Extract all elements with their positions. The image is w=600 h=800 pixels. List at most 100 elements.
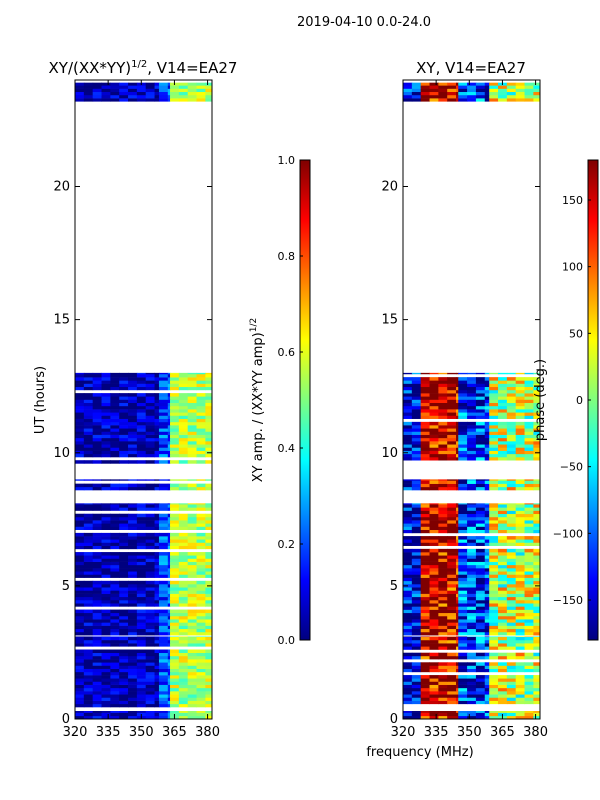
heatmap-cell <box>506 587 517 591</box>
heatmap-cell <box>489 552 499 556</box>
heatmap-cell <box>110 603 120 607</box>
heatmap-cell <box>458 98 468 102</box>
heatmap-cell <box>411 700 422 705</box>
heatmap-cell <box>128 655 138 660</box>
heatmap-cell <box>458 383 468 388</box>
heatmap-cell <box>411 372 422 375</box>
x-tick-label: 350 <box>129 725 154 740</box>
heatmap-cell <box>187 628 198 633</box>
heatmap-cell <box>170 615 180 620</box>
heatmap-cell <box>506 377 517 381</box>
heatmap-cell <box>438 609 448 614</box>
heatmap-cell <box>458 444 468 448</box>
heatmap-cell <box>447 681 457 685</box>
heatmap-cell <box>438 715 448 719</box>
heatmap-cell <box>75 425 85 429</box>
heatmap-cell <box>475 593 486 598</box>
heatmap-cell <box>187 715 198 719</box>
heatmap-cell <box>515 700 526 705</box>
heatmap-cell <box>411 434 422 439</box>
heatmap-cell <box>403 715 413 719</box>
heatmap-cell <box>489 450 499 455</box>
heatmap-cell <box>484 405 490 410</box>
heatmap-cell <box>154 513 160 518</box>
heatmap-cell <box>110 609 120 614</box>
heatmap-cell <box>110 711 120 713</box>
heatmap-cell <box>178 447 189 451</box>
heatmap-cell <box>75 545 85 550</box>
heatmap-cell <box>83 444 94 448</box>
heatmap-cell <box>489 574 499 578</box>
heatmap-cell <box>498 386 508 391</box>
heatmap-cell <box>110 393 120 397</box>
heatmap-cell <box>458 415 468 419</box>
heatmap-cell <box>438 700 448 705</box>
heatmap-cell <box>403 396 413 400</box>
heatmap-cell <box>167 405 171 410</box>
heatmap-cell <box>158 593 169 598</box>
heatmap-cell <box>154 418 160 423</box>
heatmap-cell <box>524 444 534 448</box>
heatmap-cell <box>154 460 160 464</box>
heatmap-cell <box>178 580 189 585</box>
heatmap-cell <box>205 675 212 679</box>
heatmap-cell <box>187 523 198 527</box>
heatmap-cell <box>498 434 508 439</box>
heatmap-cell <box>403 479 413 481</box>
heatmap-cell <box>158 684 169 689</box>
heatmap-cell <box>429 386 439 391</box>
heatmap-cell <box>484 380 490 384</box>
heatmap-cell <box>119 428 129 432</box>
heatmap-cell <box>456 606 459 610</box>
heatmap-cell <box>75 703 85 708</box>
heatmap-cell <box>438 687 448 692</box>
heatmap-cell <box>75 377 85 381</box>
heatmap-cell <box>205 520 212 524</box>
heatmap-cell <box>154 571 160 575</box>
heatmap-cell <box>75 712 85 717</box>
heatmap-cell <box>458 483 468 488</box>
heatmap-cell <box>489 529 499 534</box>
heatmap-cell <box>145 681 156 685</box>
heatmap-cell <box>92 486 103 491</box>
heatmap-cell <box>119 405 129 410</box>
heatmap-cell <box>475 612 486 617</box>
heatmap-cell <box>101 636 111 638</box>
heatmap-cell <box>403 587 413 591</box>
heatmap-cell <box>533 504 540 508</box>
heatmap-cell <box>475 711 486 713</box>
heatmap-cell <box>119 675 129 679</box>
heatmap-cell <box>145 643 156 647</box>
heatmap-cell <box>119 434 129 439</box>
heatmap-cell <box>447 599 457 604</box>
heatmap-cell <box>75 593 85 598</box>
heatmap-cell <box>456 88 459 93</box>
heatmap-cell <box>119 590 129 594</box>
heatmap-cell <box>170 507 180 511</box>
heatmap-cell <box>447 636 457 641</box>
heatmap-cell <box>136 409 147 413</box>
heatmap-cell <box>467 603 477 607</box>
heatmap-cell <box>83 580 94 585</box>
heatmap-cell <box>187 372 198 375</box>
heatmap-cell <box>475 536 486 540</box>
heatmap-cell <box>196 526 206 530</box>
heatmap-cell <box>136 659 147 663</box>
heatmap-cell <box>110 636 120 638</box>
heatmap-cell <box>158 415 169 419</box>
heatmap-cell <box>92 584 103 588</box>
heatmap-cell <box>101 460 111 464</box>
heatmap-cell <box>506 412 517 416</box>
heatmap-cell <box>456 652 459 657</box>
heatmap-cell <box>524 646 534 650</box>
heatmap-cell <box>447 437 457 442</box>
heatmap-cell <box>158 668 169 673</box>
heatmap-cell <box>498 593 508 598</box>
heatmap-cell <box>167 652 171 657</box>
heatmap-cell <box>515 675 526 679</box>
heatmap-cell <box>158 552 169 556</box>
heatmap-cell <box>484 529 490 534</box>
heatmap-cell <box>533 711 540 713</box>
heatmap-cell <box>484 646 490 650</box>
heatmap-cell <box>467 628 477 633</box>
